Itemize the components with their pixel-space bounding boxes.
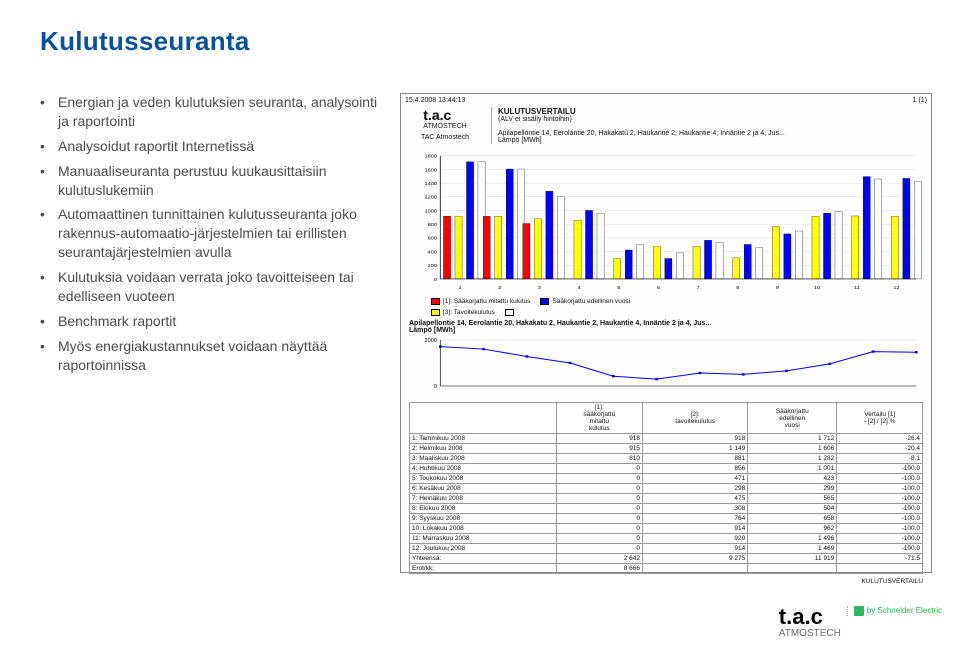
report-title: KULUTUSVERTAILU xyxy=(498,107,576,116)
report-timestamp: 15.4.2008 13:44:13 xyxy=(405,97,465,104)
svg-text:1: 1 xyxy=(459,286,462,291)
report-note: (ALV ei sisälly hintoihin) xyxy=(498,116,572,123)
report-company: TAC Atmostech xyxy=(421,134,469,141)
page-title: Kulutusseuranta xyxy=(40,26,932,57)
svg-text:1400: 1400 xyxy=(425,181,438,186)
svg-text:2: 2 xyxy=(498,286,501,291)
svg-text:12: 12 xyxy=(893,286,899,291)
sub-unit: Lämpö [MWh] xyxy=(409,327,455,334)
bullet-item: Kulutuksia voidaan verrata joko tavoitte… xyxy=(40,268,380,306)
chart-legend: [1]: Sääkorjattu mitattu kulutus Sääkorj… xyxy=(401,296,931,307)
sub-address: Apilapellontie 14, Eerolantie 20, Hakaka… xyxy=(409,320,711,327)
svg-text:400: 400 xyxy=(428,250,437,255)
report-address: Apilapellontie 14, Eerolantie 20, Hakaka… xyxy=(498,130,785,137)
bullet-item: Myös energiakustannukset voidaan näyttää… xyxy=(40,337,380,375)
svg-text:1000: 1000 xyxy=(425,209,438,214)
svg-text:200: 200 xyxy=(428,263,437,268)
brand-footer: t.a.c ATMOSTECH by Schneider Electric xyxy=(779,606,942,639)
svg-text:7: 7 xyxy=(697,286,700,291)
bullet-item: Automaattinen tunnittainen kulutusseuran… xyxy=(40,205,380,262)
svg-text:10: 10 xyxy=(814,286,820,291)
report-logo: t.a.cATMOSTECH xyxy=(423,107,466,130)
svg-text:0: 0 xyxy=(434,385,437,391)
svg-text:2000: 2000 xyxy=(425,339,437,345)
footer-byline: by Schneider Electric xyxy=(847,606,942,616)
report-footer-right: KULUTUSVERTAILU xyxy=(861,578,923,585)
svg-text:1200: 1200 xyxy=(425,195,438,200)
svg-text:8: 8 xyxy=(736,286,739,291)
report-page-number: 1 (1) xyxy=(913,97,927,104)
bullet-item: Manuaaliseuranta perustuu kuukausittaisi… xyxy=(40,162,380,200)
svg-text:9: 9 xyxy=(776,286,779,291)
line-chart: 0 2000 xyxy=(409,336,923,396)
bar-chart: 0200400600800100012001400160018001234567… xyxy=(409,152,923,292)
svg-text:11: 11 xyxy=(854,286,860,291)
footer-sub: ATMOSTECH xyxy=(779,628,841,639)
svg-text:0: 0 xyxy=(434,277,437,282)
svg-text:6: 6 xyxy=(657,286,660,291)
bullet-item: Analysoidut raportit Internetissä xyxy=(40,137,380,156)
svg-text:600: 600 xyxy=(428,236,437,241)
svg-text:3: 3 xyxy=(538,286,541,291)
bullet-item: Energian ja veden kulutuksien seuranta, … xyxy=(40,93,380,131)
bullet-list: Energian ja veden kulutuksien seuranta, … xyxy=(40,93,380,573)
svg-text:800: 800 xyxy=(428,222,437,227)
svg-text:4: 4 xyxy=(578,286,581,291)
report-unit: Lämpö [MWh] xyxy=(498,137,542,144)
report-preview: 15.4.2008 13:44:13 1 (1) t.a.cATMOSTECH … xyxy=(400,93,932,573)
report-table: [1]:sääkorjattumitattukulutus[2]:tavoite… xyxy=(409,402,923,574)
svg-text:5: 5 xyxy=(617,286,620,291)
svg-text:1600: 1600 xyxy=(425,168,438,173)
bullet-item: Benchmark raportit xyxy=(40,312,380,331)
svg-text:1800: 1800 xyxy=(425,154,438,159)
footer-brand: t.a.c xyxy=(779,606,841,628)
